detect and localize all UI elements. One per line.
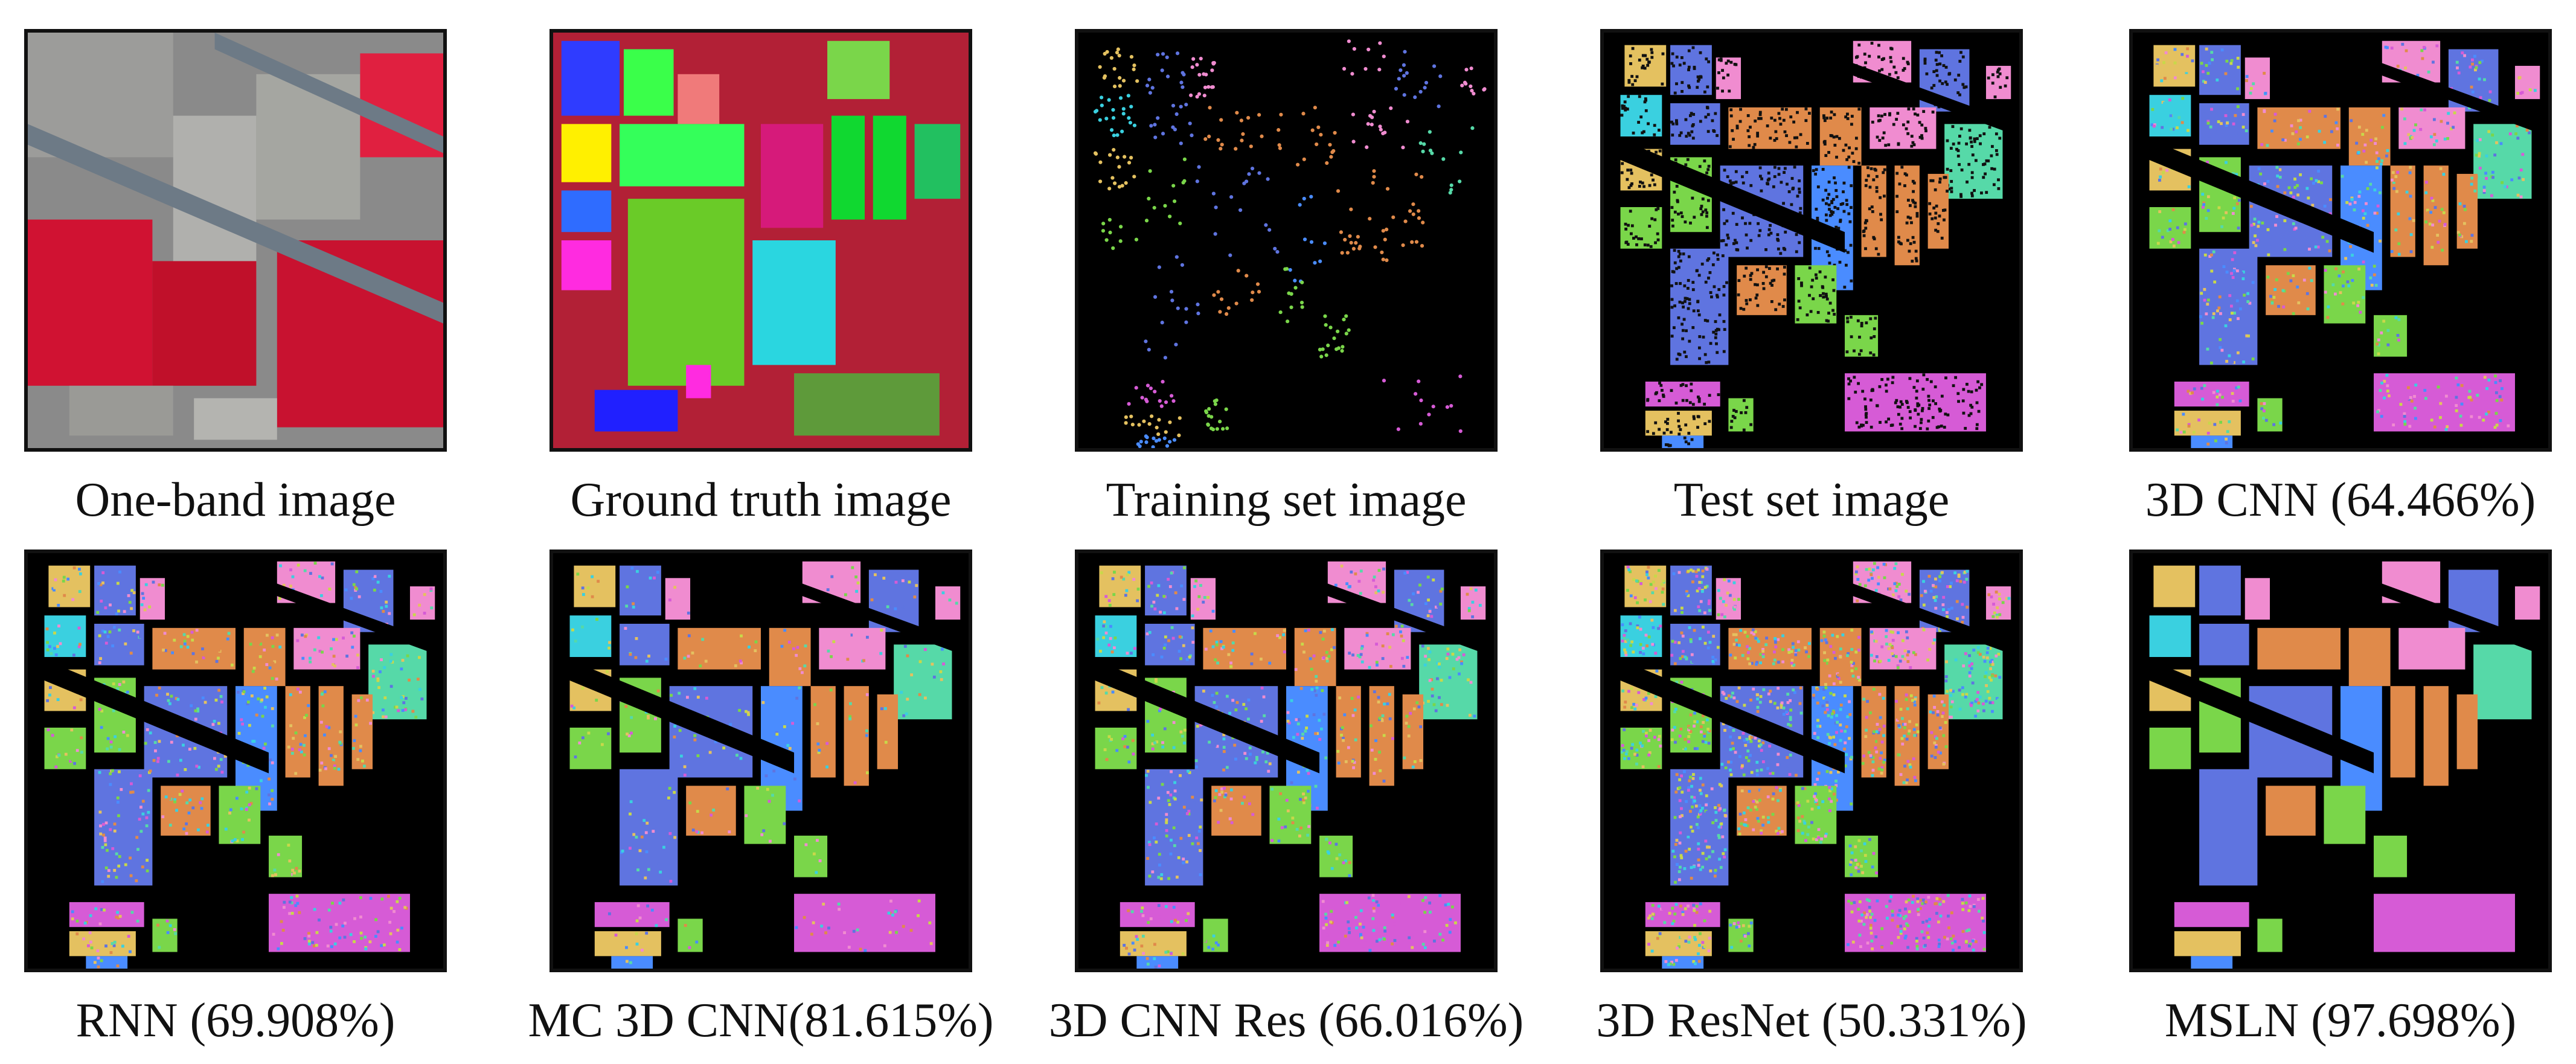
training-set-image bbox=[1075, 29, 1498, 452]
3d-cnn-res-result-image bbox=[1075, 550, 1498, 972]
3d-resnet-result-image bbox=[1600, 550, 2023, 972]
panel-caption: 3D CNN (64.466%) bbox=[2145, 473, 2536, 527]
panel-caption: Test set image bbox=[1673, 473, 1950, 527]
mc-3d-cnn-result-image bbox=[549, 550, 972, 972]
panel-caption: RNN (69.908%) bbox=[75, 994, 396, 1047]
panel-caption: 3D ResNet (50.331%) bbox=[1596, 994, 2027, 1047]
panel-caption: MC 3D CNN(81.615%) bbox=[528, 994, 994, 1047]
test-set-image bbox=[1600, 29, 2023, 452]
panel-caption: 3D CNN Res (66.016%) bbox=[1048, 994, 1524, 1047]
ground-truth-image bbox=[549, 29, 972, 452]
one-band-image bbox=[24, 29, 447, 452]
panel-caption: Training set image bbox=[1106, 473, 1467, 527]
msln-result-image bbox=[2129, 550, 2552, 972]
panel-caption: MSLN (97.698%) bbox=[2164, 994, 2517, 1047]
3d-cnn-result-image bbox=[2129, 29, 2552, 452]
panel-caption: Ground truth image bbox=[570, 473, 952, 527]
rnn-result-image bbox=[24, 550, 447, 972]
panel-caption: One-band image bbox=[75, 473, 396, 527]
